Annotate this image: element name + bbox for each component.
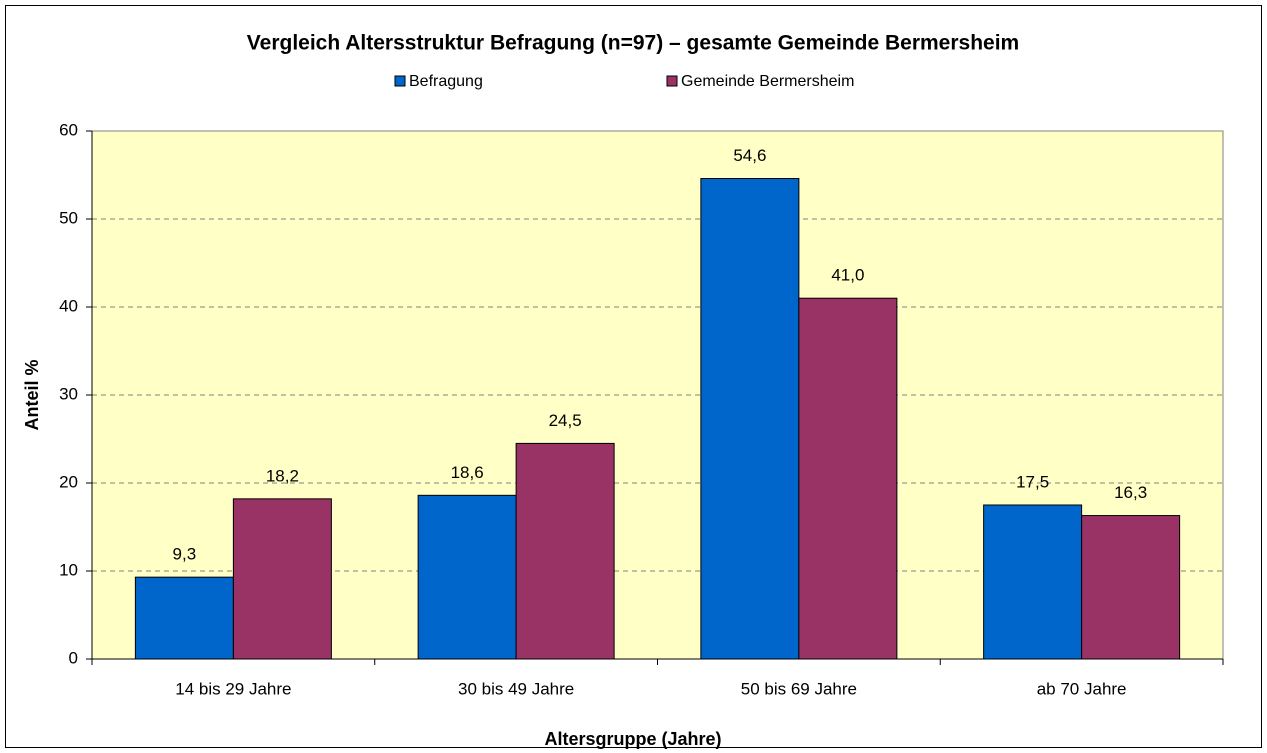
legend-label: Gemeinde Bermersheim [681, 73, 854, 90]
y-tick-label: 20 [59, 472, 78, 491]
y-axis-title: Anteil % [22, 359, 42, 430]
x-tick-label: 50 bis 69 Jahre [741, 679, 857, 698]
value-label: 24,5 [549, 411, 582, 430]
y-tick-label: 60 [59, 120, 78, 139]
y-tick-label: 50 [59, 208, 78, 227]
y-tick-label: 0 [69, 648, 78, 667]
value-label: 18,6 [451, 463, 484, 482]
bar [983, 504, 1083, 660]
value-label: 54,6 [733, 146, 766, 165]
y-tick-label: 40 [59, 296, 78, 315]
bar [1081, 515, 1181, 660]
value-label: 41,0 [831, 266, 864, 285]
value-label: 16,3 [1114, 483, 1147, 502]
x-tick-label: ab 70 Jahre [1037, 679, 1127, 698]
bar [232, 498, 332, 660]
legend-label: Befragung [409, 73, 483, 90]
bar [134, 576, 234, 660]
y-tick-label: 30 [59, 384, 78, 403]
value-label: 17,5 [1016, 472, 1049, 491]
bar [798, 297, 898, 660]
value-label: 18,2 [266, 466, 299, 485]
y-tick-label: 10 [59, 560, 78, 579]
legend-swatch [666, 75, 678, 87]
bar [515, 442, 615, 660]
x-tick-label: 14 bis 29 Jahre [175, 679, 291, 698]
value-label: 9,3 [173, 545, 197, 564]
x-axis-title: Altersgruppe (Jahre) [544, 729, 721, 749]
bar [417, 494, 517, 660]
legend-swatch [394, 75, 406, 87]
bar [700, 178, 800, 660]
x-tick-label: 30 bis 49 Jahre [458, 679, 574, 698]
chart-title: Vergleich Altersstruktur Befragung (n=97… [247, 32, 1019, 55]
